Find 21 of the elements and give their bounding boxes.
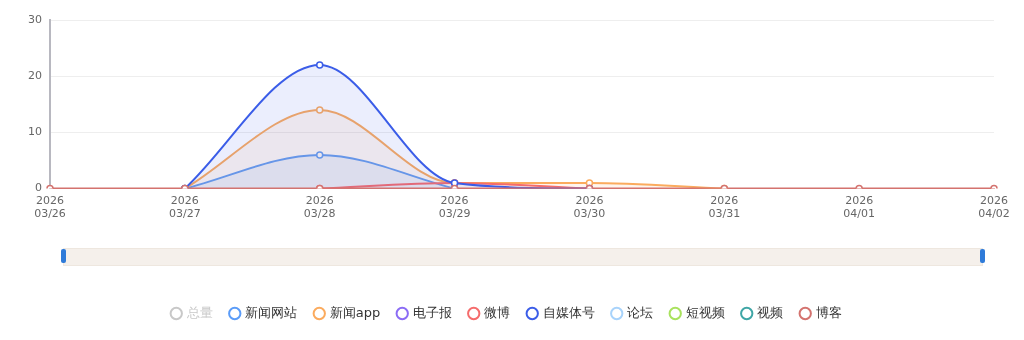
x-tick-label: 2026 03/30 [573,194,606,221]
x-tick-label: 2026 04/02 [978,194,1010,221]
x-tick-label: 2026 03/31 [708,194,741,221]
y-tick-label: 30 [28,12,42,26]
legend-label: 视频 [757,304,784,320]
x-tick-label: 2026 04/01 [843,194,875,221]
x-tick-label: 2026 03/28 [303,194,336,221]
y-tick-label: 10 [28,125,42,139]
x-tick-label: 2026 03/29 [438,194,471,221]
legend-label: 电子报 [412,304,452,320]
legend-label: 微博 [484,304,511,320]
legend-label: 博客 [815,304,842,320]
x-tick-label: 2026 03/26 [34,194,66,221]
legend-label: 新闻网站 [245,304,298,320]
legend-label: 论坛 [627,304,654,320]
legend-label: 新闻app [329,304,381,320]
legend-label: 短视频 [685,304,725,320]
x-tick-label: 2026 03/27 [169,194,201,221]
y-tick-label: 0 [35,181,42,195]
legend-label: 自媒体号 [542,304,595,320]
y-tick-label: 20 [28,69,42,83]
